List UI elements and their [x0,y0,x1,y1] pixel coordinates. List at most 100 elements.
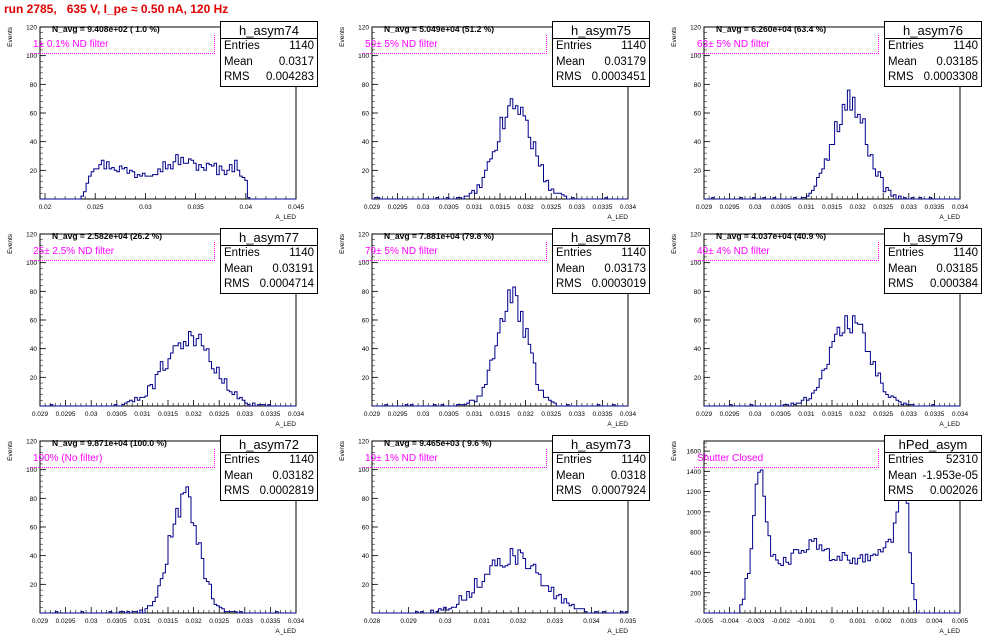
stats-row-mean: Mean 0.0318 [553,469,649,485]
x-tick-label: 0.0295 [388,411,408,418]
x-axis-title: A_LED [939,421,960,428]
x-tick-label: 0.0295 [720,411,740,418]
x-tick-label: 0.031 [466,204,483,211]
y-tick-label: 80 [30,82,38,89]
filter-label: 40± 4% ND filter [697,246,770,257]
stats-value: 0.002026 [930,485,978,497]
stats-row-mean: Mean 0.03173 [553,262,649,278]
y-tick-label: 60 [694,318,702,325]
stats-value: 0.0003451 [591,71,646,83]
stats-value: 0.03185 [936,262,978,275]
y-axis-title: Events [7,233,14,254]
filter-label-box [362,449,547,468]
histogram-plot: 0.029 0.0295 0.03 0.0305 0.031 0.0315 0.032 0.0… [339,25,637,222]
filter-label-box [694,35,879,54]
x-tick-label: 0.033 [569,411,586,418]
x-axis-title: A_LED [939,214,960,221]
stats-row-entries: Entries 1140 [553,453,649,469]
x-tick-label: 0.0335 [592,204,612,211]
stats-box: h_asym76 Entries 1140 Mean 0.03185 RMS 0.00033… [884,21,982,87]
stats-row-rms: RMS 0.0003019 [553,277,649,293]
histogram-series [704,89,960,200]
histogram-pad-h_asym76: 0.029 0.0295 0.03 0.0305 0.031 0.0315 0.032 0.0… [664,15,996,222]
stats-row-entries: Entries 1140 [885,39,981,55]
histogram-pad-h_asym74: 0.02 0.025 0.03 0.035 0.04 0.045 20 40 60 80 100 12… [0,15,332,222]
x-tick-label: 0.031 [798,204,815,211]
stats-row-entries: Entries 1140 [221,246,317,262]
stats-value: 0.0003308 [923,71,978,83]
histogram-plot: 0.029 0.0295 0.03 0.0305 0.031 0.0315 0.032 0.0… [671,232,969,429]
stats-row-mean: Mean 0.03185 [885,55,981,71]
histogram-name: hPed_asym [885,436,981,453]
stats-value: 0.0003019 [591,278,646,290]
y-tick-label: 60 [30,318,38,325]
filter-label: 100% (No filter) [33,453,103,464]
histogram-series [372,286,628,407]
y-tick-label: 120 [26,439,37,446]
histogram-plot: 0.029 0.0295 0.03 0.0305 0.031 0.0315 0.032 0.0… [671,25,969,222]
stats-row-entries: Entries 1140 [553,246,649,262]
y-tick-label: 100 [26,53,37,60]
stats-row-rms: RMS 0.0007924 [553,484,649,500]
x-axis-title: A_LED [275,214,296,221]
y-tick-label: 80 [30,496,38,503]
stats-key: Mean [888,469,917,482]
stats-row-mean: Mean -1.953e-05 [885,469,981,485]
stats-value: 1140 [621,40,646,52]
x-tick-label: 0.03 [85,411,98,418]
stats-key: Entries [888,454,924,466]
stats-box: h_asym72 Entries 1140 Mean 0.03182 RMS 0.00028… [220,435,318,501]
y-tick-label: 40 [30,346,38,353]
x-tick-label: 0.03 [417,204,430,211]
y-tick-label: 120 [690,232,701,239]
histogram-pad-h_asym75: 0.029 0.0295 0.03 0.0305 0.031 0.0315 0.032 0.0… [332,15,664,222]
stats-key: RMS [888,71,914,83]
x-tick-label: 0.0295 [388,204,408,211]
stats-row-rms: RMS 0.0002819 [221,484,317,500]
x-tick-label: 0.029 [364,204,381,211]
x-tick-label: 0.033 [569,204,586,211]
y-tick-label: 20 [362,582,370,589]
x-tick-label: 0.0315 [822,204,842,211]
navg-label: N_avg = 9.465e+03 ( 9.6 %) [384,438,492,448]
x-tick-label: 0.03 [749,411,762,418]
y-tick-label: 80 [694,82,702,89]
y-tick-label: 80 [694,289,702,296]
x-tick-label: 0.0305 [771,411,791,418]
x-tick-label: 0.031 [134,411,151,418]
y-tick-label: 80 [362,82,370,89]
x-tick-label: 0.0335 [592,411,612,418]
histogram-series [372,548,629,614]
y-tick-label: 400 [690,570,701,577]
stats-value: 0.0007924 [591,485,646,497]
histogram-pad-h_asym78: 0.029 0.0295 0.03 0.0305 0.031 0.0315 0.032 0.0… [332,222,664,429]
y-tick-label: 1000 [687,509,702,516]
stats-row-mean: Mean 0.03182 [221,469,317,485]
filter-label: Shutter Closed [697,453,764,464]
stats-key: Entries [888,247,924,259]
y-axis-title: Events [671,233,678,254]
histogram-name: h_asym73 [553,436,649,453]
x-tick-label: 0.0335 [924,204,944,211]
y-tick-label: 40 [30,553,38,560]
y-axis-title: Events [7,440,14,461]
y-tick-label: 60 [30,111,38,118]
x-tick-label: 0.033 [237,411,254,418]
histogram-series [40,331,296,407]
stats-key: Mean [888,262,917,275]
x-tick-label: 0.03 [417,411,430,418]
y-tick-label: 20 [694,168,702,175]
stats-row-rms: RMS 0.0003308 [885,70,981,86]
y-tick-label: 1400 [687,469,702,476]
histogram-plot: 0.029 0.0295 0.03 0.0305 0.031 0.0315 0.032 0.0… [7,232,305,429]
stats-row-entries: Entries 1140 [221,453,317,469]
stats-key: Mean [224,469,253,482]
x-tick-label: 0.0305 [439,204,459,211]
stats-row-entries: Entries 1140 [221,39,317,55]
stats-value: 1140 [953,247,978,259]
stats-box: h_asym77 Entries 1140 Mean 0.03191 RMS 0.00047… [220,228,318,294]
histogram-name: h_asym76 [885,22,981,39]
y-tick-label: 60 [362,111,370,118]
stats-value: 0.03179 [604,55,646,68]
stats-key: Entries [556,454,592,466]
